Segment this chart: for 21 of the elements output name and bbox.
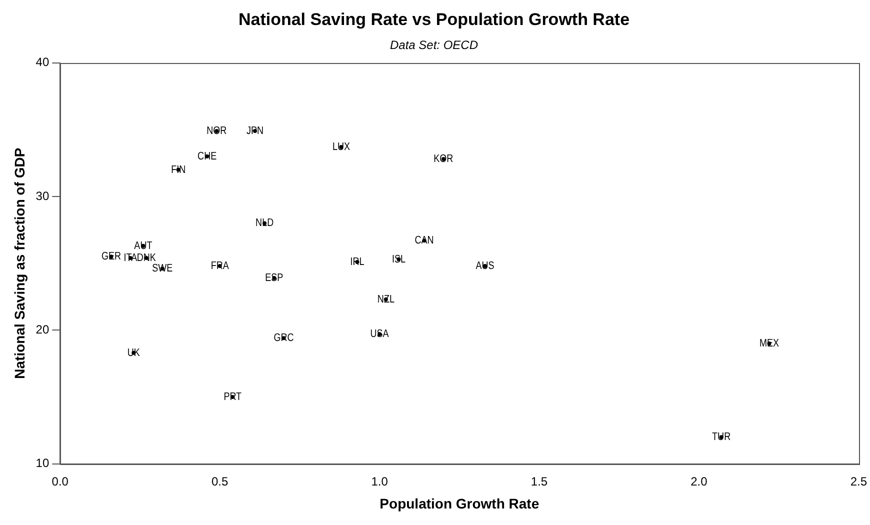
y-tick-label: 40 [36,55,50,70]
x-tick-label: 2.0 [690,474,708,488]
x-tick-label: 0.5 [212,474,229,488]
x-tick-label: 0.0 [52,474,69,488]
series-label: KOR [434,153,454,166]
y-tick-label: 20 [36,322,50,336]
y-axis-title: National Saving as fraction of GDP [11,148,28,379]
series-label: LUX [332,141,350,154]
y-tick-label: 10 [36,456,50,470]
x-tick-label: 1.5 [530,474,548,488]
series-label: AUT [134,240,152,252]
series-label: NLD [256,217,274,230]
y-tick-label: 30 [36,188,50,203]
x-tick-label: 2.5 [850,474,868,488]
series-label: TUR [712,431,731,444]
series-label: NOR [206,125,227,138]
chart-subtitle: Data Set: OECD [390,38,478,52]
x-axis-title: Population Growth Rate [380,495,540,512]
x-tick-label: 1.0 [371,474,388,488]
chart-title: National Saving Rate vs Population Growth Rate [238,10,630,29]
series-label: AUS [476,260,494,272]
